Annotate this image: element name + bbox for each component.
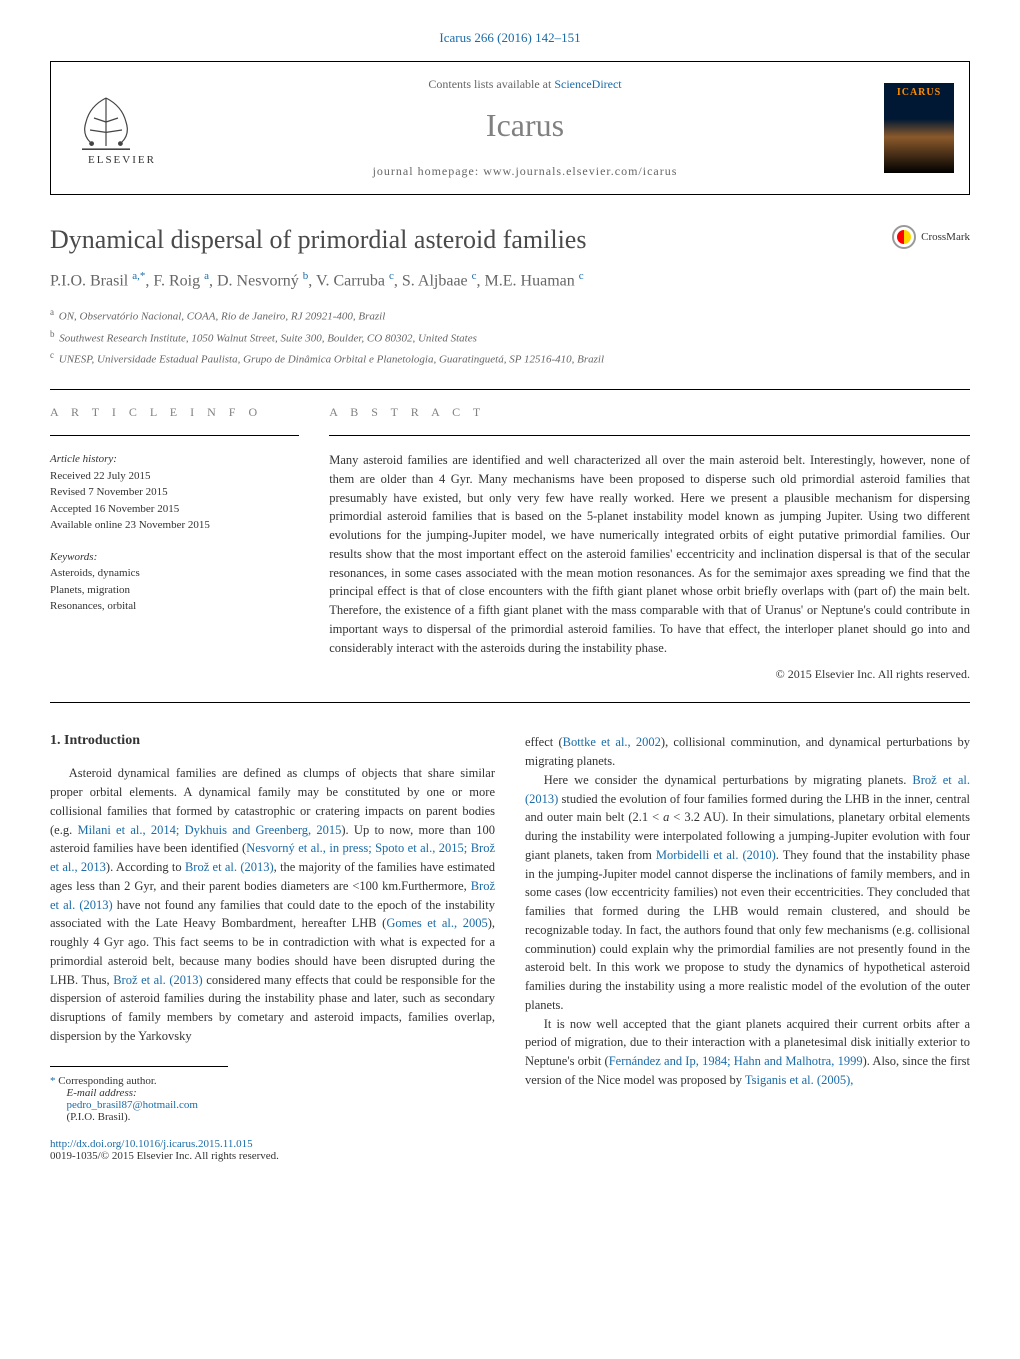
header-center: Contents lists available at ScienceDirec…: [166, 77, 884, 179]
authors: P.I.O. Brasil a,*, F. Roig a, D. Nesvorn…: [50, 270, 970, 290]
keyword-line: Planets, migration: [50, 582, 299, 599]
abstract-header: A B S T R A C T: [329, 405, 970, 420]
abstract-column: A B S T R A C T Many asteroid families a…: [329, 405, 970, 682]
journal-homepage: journal homepage: www.journals.elsevier.…: [166, 164, 884, 179]
affiliations: a ON, Observatório Nacional, COAA, Rio d…: [50, 305, 970, 369]
body-columns: 1. Introduction Asteroid dynamical famil…: [50, 733, 970, 1161]
divider: [329, 435, 970, 436]
sciencedirect-link[interactable]: ScienceDirect: [554, 77, 621, 91]
history-line: Revised 7 November 2015: [50, 484, 299, 501]
icarus-cover-title: ICARUS: [884, 83, 954, 98]
doi-block: http://dx.doi.org/10.1016/j.icarus.2015.…: [50, 1138, 495, 1162]
history-line: Received 22 July 2015: [50, 468, 299, 485]
keyword-line: Asteroids, dynamics: [50, 565, 299, 582]
article-title: Dynamical dispersal of primordial astero…: [50, 225, 970, 255]
doi-link[interactable]: http://dx.doi.org/10.1016/j.icarus.2015.…: [50, 1138, 253, 1150]
article-info-header: A R T I C L E I N F O: [50, 405, 299, 420]
article-info-column: A R T I C L E I N F O Article history: R…: [50, 405, 299, 682]
email-label: E-mail address:: [67, 1087, 137, 1099]
body-paragraph: It is now well accepted that the giant p…: [525, 1015, 970, 1090]
keyword-line: Resonances, orbital: [50, 598, 299, 615]
issn-copyright: 0019-1035/© 2015 Elsevier Inc. All right…: [50, 1150, 279, 1162]
left-column: 1. Introduction Asteroid dynamical famil…: [50, 733, 495, 1161]
body-paragraph: Asteroid dynamical families are defined …: [50, 764, 495, 1045]
introduction-heading: 1. Introduction: [50, 733, 495, 749]
keywords-label: Keywords:: [50, 549, 299, 566]
divider: [50, 702, 970, 703]
info-abstract-row: A R T I C L E I N F O Article history: R…: [50, 405, 970, 682]
icarus-cover: ICARUS: [884, 83, 954, 173]
divider: [50, 435, 299, 436]
crossmark-label: CrossMark: [921, 231, 970, 243]
email-name: (P.I.O. Brasil).: [67, 1111, 131, 1123]
body-text-right: effect (Bottke et al., 2002), collisiona…: [525, 733, 970, 1089]
history-label: Article history:: [50, 451, 299, 468]
elsevier-label: ELSEVIER: [88, 154, 156, 166]
affiliation-line: a ON, Observatório Nacional, COAA, Rio d…: [50, 305, 970, 326]
crossmark-badge[interactable]: CrossMark: [892, 225, 970, 249]
crossmark-icon: [892, 225, 916, 249]
body-paragraph: effect (Bottke et al., 2002), collisiona…: [525, 733, 970, 771]
corresponding-author-note: * Corresponding author. E-mail address: …: [50, 1066, 228, 1123]
abstract-text: Many asteroid families are identified an…: [329, 451, 970, 657]
body-text-left: Asteroid dynamical families are defined …: [50, 764, 495, 1045]
contents-text: Contents lists available at: [428, 77, 554, 91]
header-box: ELSEVIER Contents lists available at Sci…: [50, 61, 970, 195]
affiliation-line: c UNESP, Universidade Estadual Paulista,…: [50, 348, 970, 369]
homepage-label: journal homepage:: [373, 164, 484, 178]
history-line: Accepted 16 November 2015: [50, 501, 299, 518]
history-line: Available online 23 November 2015: [50, 517, 299, 534]
keywords-block: Keywords: Asteroids, dynamicsPlanets, mi…: [50, 549, 299, 615]
divider: [50, 389, 970, 390]
contents-list: Contents lists available at ScienceDirec…: [166, 77, 884, 92]
body-paragraph: Here we consider the dynamical perturbat…: [525, 771, 970, 1015]
affiliation-line: b Southwest Research Institute, 1050 Wal…: [50, 327, 970, 348]
journal-reference: Icarus 266 (2016) 142–151: [50, 30, 970, 46]
homepage-url[interactable]: www.journals.elsevier.com/icarus: [483, 164, 677, 178]
corresponding-label: Corresponding author.: [58, 1075, 156, 1087]
journal-title: Icarus: [166, 107, 884, 144]
article-history: Article history: Received 22 July 2015Re…: [50, 451, 299, 534]
elsevier-logo-container: ELSEVIER: [66, 86, 166, 171]
email-link[interactable]: pedro_brasil87@hotmail.com: [67, 1099, 198, 1111]
abstract-copyright: © 2015 Elsevier Inc. All rights reserved…: [329, 667, 970, 682]
journal-ref-link[interactable]: Icarus 266 (2016) 142–151: [439, 30, 580, 45]
right-column: effect (Bottke et al., 2002), collisiona…: [525, 733, 970, 1161]
